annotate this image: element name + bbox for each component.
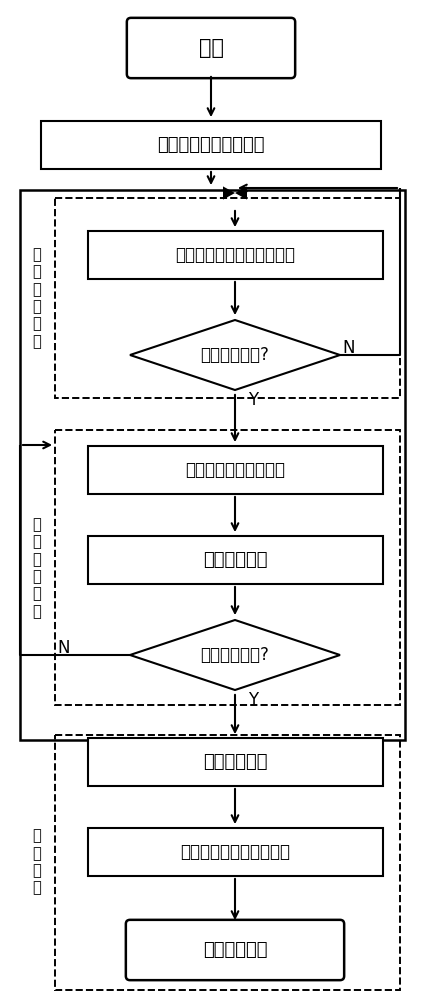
- Text: 保护是否启动?: 保护是否启动?: [200, 346, 269, 364]
- Text: N: N: [57, 639, 70, 657]
- Text: Y: Y: [248, 691, 258, 709]
- Bar: [55, 430, 400, 705]
- Text: 读取顶盖实时应变信息: 读取顶盖实时应变信息: [185, 461, 285, 479]
- Text: 读取参数与门槛值信息: 读取参数与门槛值信息: [157, 136, 265, 154]
- Polygon shape: [223, 186, 235, 200]
- Text: 是否塑性形变?: 是否塑性形变?: [200, 646, 269, 664]
- Polygon shape: [130, 620, 340, 690]
- Bar: [41, 121, 381, 169]
- Text: N: N: [342, 339, 354, 357]
- Text: 应
变
保
护
单
元: 应 变 保 护 单 元: [32, 517, 41, 619]
- Bar: [87, 828, 382, 876]
- Bar: [87, 446, 382, 494]
- Text: 存储瞬态油压、应变数据: 存储瞬态油压、应变数据: [180, 843, 290, 861]
- Bar: [87, 231, 382, 279]
- Polygon shape: [130, 320, 340, 390]
- Bar: [55, 198, 400, 398]
- Text: 读取油室顶部实时油压信息: 读取油室顶部实时油压信息: [175, 246, 295, 264]
- FancyBboxPatch shape: [126, 920, 344, 980]
- Text: Y: Y: [248, 391, 258, 409]
- Bar: [87, 738, 382, 786]
- Bar: [55, 735, 400, 990]
- Text: 整套装置复归: 整套装置复归: [203, 941, 267, 959]
- Text: 应变保护判据: 应变保护判据: [203, 551, 267, 569]
- Text: 开始: 开始: [198, 38, 224, 58]
- Text: 油
压
启
动
单
元: 油 压 启 动 单 元: [32, 247, 41, 349]
- Bar: [20, 190, 405, 740]
- Text: 发出跳闸信号: 发出跳闸信号: [203, 753, 267, 771]
- Polygon shape: [235, 186, 247, 200]
- Bar: [87, 536, 382, 584]
- FancyBboxPatch shape: [127, 18, 295, 78]
- Text: 跳
闸
单
元: 跳 闸 单 元: [32, 828, 41, 896]
